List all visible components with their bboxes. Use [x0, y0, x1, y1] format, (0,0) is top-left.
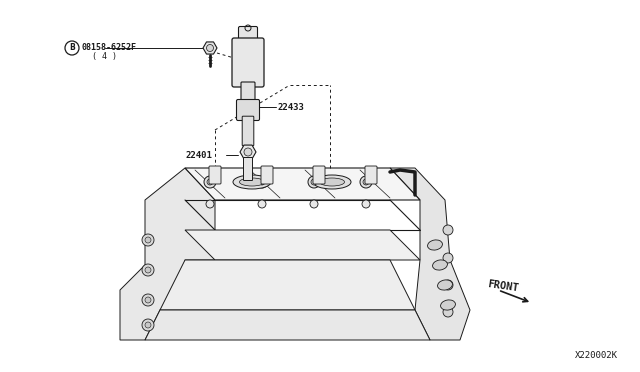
- Circle shape: [145, 237, 151, 243]
- Circle shape: [443, 253, 453, 263]
- Ellipse shape: [433, 260, 447, 270]
- FancyBboxPatch shape: [243, 157, 253, 180]
- Circle shape: [145, 267, 151, 273]
- Text: 22433: 22433: [278, 103, 305, 112]
- Circle shape: [363, 179, 369, 185]
- Polygon shape: [185, 168, 420, 200]
- Circle shape: [206, 200, 214, 208]
- Ellipse shape: [438, 280, 452, 290]
- Polygon shape: [120, 168, 215, 340]
- Circle shape: [258, 200, 266, 208]
- Text: B: B: [69, 44, 75, 52]
- Circle shape: [259, 179, 265, 185]
- Circle shape: [207, 45, 214, 51]
- Text: 22401: 22401: [186, 151, 213, 160]
- FancyBboxPatch shape: [232, 38, 264, 87]
- Ellipse shape: [319, 178, 344, 186]
- Circle shape: [308, 176, 320, 188]
- Circle shape: [311, 179, 317, 185]
- Circle shape: [310, 200, 318, 208]
- Circle shape: [207, 179, 213, 185]
- Text: ( 4 ): ( 4 ): [82, 52, 117, 61]
- FancyBboxPatch shape: [313, 166, 325, 184]
- Polygon shape: [185, 230, 420, 260]
- Text: 08158-6252F: 08158-6252F: [82, 42, 137, 51]
- Ellipse shape: [233, 175, 271, 189]
- Ellipse shape: [440, 300, 456, 310]
- Circle shape: [244, 148, 252, 156]
- Circle shape: [142, 294, 154, 306]
- Circle shape: [142, 319, 154, 331]
- Ellipse shape: [428, 240, 442, 250]
- Circle shape: [145, 322, 151, 328]
- Circle shape: [443, 225, 453, 235]
- FancyBboxPatch shape: [237, 99, 259, 121]
- Circle shape: [362, 200, 370, 208]
- FancyBboxPatch shape: [365, 166, 377, 184]
- Circle shape: [443, 280, 453, 290]
- Polygon shape: [145, 310, 430, 340]
- FancyBboxPatch shape: [239, 26, 257, 42]
- FancyBboxPatch shape: [261, 166, 273, 184]
- Polygon shape: [390, 168, 470, 340]
- Circle shape: [443, 307, 453, 317]
- Circle shape: [142, 264, 154, 276]
- Circle shape: [204, 176, 216, 188]
- Text: FRONT: FRONT: [487, 279, 519, 293]
- FancyBboxPatch shape: [209, 166, 221, 184]
- FancyBboxPatch shape: [241, 82, 255, 104]
- FancyBboxPatch shape: [242, 116, 254, 146]
- Polygon shape: [160, 260, 415, 310]
- Ellipse shape: [239, 178, 264, 186]
- Circle shape: [360, 176, 372, 188]
- Circle shape: [142, 234, 154, 246]
- Circle shape: [256, 176, 268, 188]
- Ellipse shape: [313, 175, 351, 189]
- Text: X220002K: X220002K: [575, 351, 618, 360]
- Circle shape: [145, 297, 151, 303]
